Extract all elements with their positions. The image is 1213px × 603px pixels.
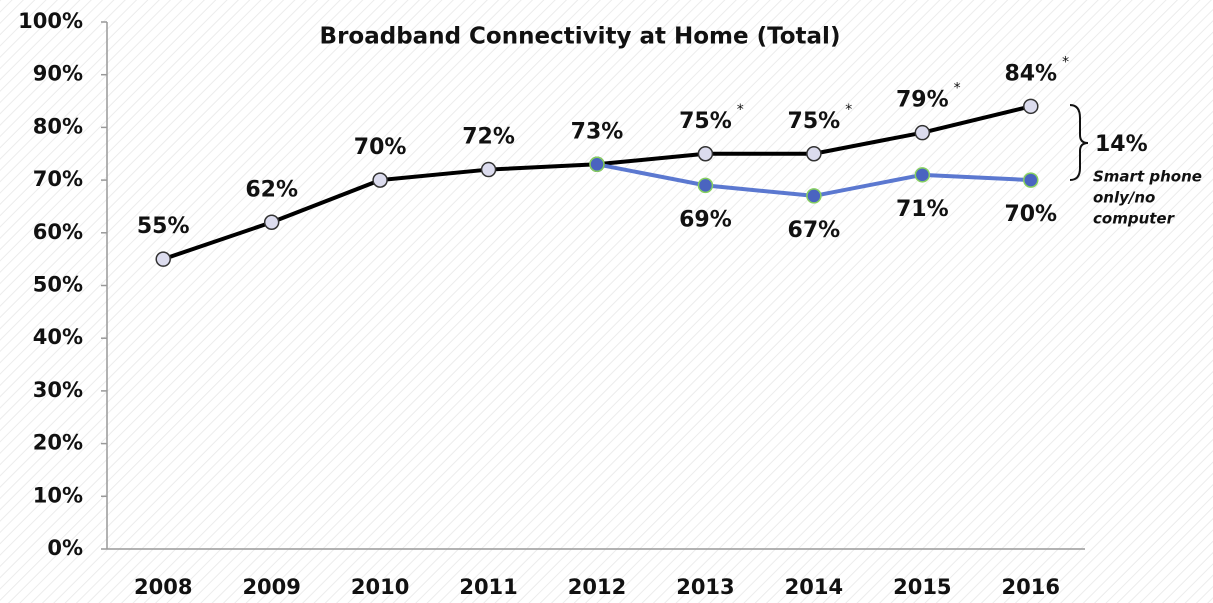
x-tick-label: 2014	[785, 575, 843, 599]
data-label: 75%	[679, 109, 732, 134]
point	[1023, 172, 1039, 188]
y-tick-label: 0%	[47, 536, 83, 560]
point	[914, 167, 931, 183]
x-tick-label: 2015	[893, 575, 951, 599]
chart-title: Broadband Connectivity at Home (Total)	[320, 24, 841, 50]
data-label: 73%	[571, 119, 624, 144]
data-label: 70%	[354, 135, 407, 160]
point	[1023, 98, 1039, 115]
y-tick-label: 40%	[33, 325, 83, 349]
x-tick-label: 2010	[351, 575, 409, 599]
x-tick-label: 2013	[676, 575, 734, 599]
footnote-mark: *	[954, 81, 961, 97]
y-tick-label: 20%	[33, 431, 83, 455]
gap-note: Smart phone	[1093, 168, 1202, 186]
x-tick-label: 2008	[134, 575, 192, 599]
point	[480, 161, 497, 178]
footnote-mark: *	[737, 102, 744, 118]
point	[806, 146, 822, 162]
brace	[1069, 104, 1089, 181]
y-tick-label: 60%	[33, 220, 83, 244]
data-label: 70%	[1004, 202, 1057, 227]
footnote-mark: *	[1062, 54, 1069, 70]
x-tick-label: 2012	[568, 575, 626, 599]
data-label: 75%	[788, 109, 841, 134]
point	[697, 146, 714, 162]
point	[263, 214, 280, 231]
point	[806, 188, 822, 204]
data-label: 72%	[462, 125, 515, 150]
y-tick-label: 10%	[33, 483, 83, 507]
data-label: 71%	[896, 197, 949, 222]
x-tick-label: 2009	[242, 575, 300, 599]
point	[372, 172, 388, 188]
y-tick-label: 90%	[33, 62, 83, 86]
point	[914, 124, 931, 141]
gap-note: only/no	[1093, 189, 1155, 207]
gap-label: 14%	[1095, 132, 1148, 157]
point	[155, 251, 171, 267]
x-tick-label: 2011	[459, 575, 517, 599]
y-tick-label: 30%	[33, 378, 83, 402]
y-tick-label: 70%	[33, 167, 83, 191]
data-label: 55%	[137, 214, 190, 239]
point	[697, 177, 714, 194]
footnote-mark: *	[845, 102, 852, 118]
y-tick-label: 80%	[33, 114, 83, 138]
data-label: 79%	[896, 88, 949, 113]
y-tick-label: 100%	[18, 9, 83, 33]
data-label: 84%	[1004, 61, 1057, 86]
data-label: 69%	[679, 207, 732, 232]
gap-note: computer	[1093, 210, 1176, 228]
data-label: 62%	[245, 177, 298, 202]
y-tick-label: 50%	[33, 273, 83, 297]
data-label: 67%	[788, 218, 841, 243]
x-tick-label: 2016	[1002, 575, 1060, 599]
point	[589, 156, 605, 173]
